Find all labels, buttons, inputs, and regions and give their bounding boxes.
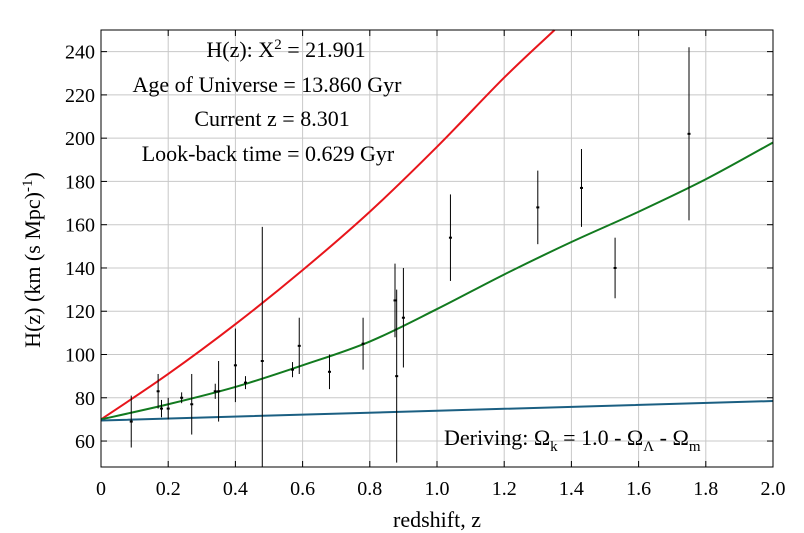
data-point: [260, 359, 264, 362]
x-axis-label: redshift, z: [393, 507, 481, 532]
data-point: [448, 236, 452, 239]
data-point: [159, 407, 163, 410]
x-tick-label: 0.6: [290, 478, 315, 500]
data-point: [156, 390, 160, 393]
x-tick-label: 1.6: [626, 478, 651, 500]
blue-model-curve: [100, 400, 774, 422]
data-point: [166, 407, 170, 410]
x-tick-label: 1.8: [693, 478, 718, 500]
x-tick-label: 0.8: [357, 478, 382, 500]
data-point: [243, 381, 247, 384]
x-tick-label: 1.2: [492, 478, 517, 500]
data-point: [233, 364, 237, 367]
lookback-annotation: Look-back time = 0.629 Gyr: [142, 141, 395, 166]
data-point: [361, 342, 365, 345]
data-point: [213, 390, 217, 393]
y-axis-label: H(z) (km (s Mpc)-1): [20, 172, 45, 348]
chi-square-annotation: H(z): X2 = 21.901: [206, 37, 365, 62]
age-annotation: Age of Universe = 13.860 Gyr: [132, 72, 402, 97]
deriving-annotation: Deriving: Ωk = 1.0 - ΩΛ - Ωm: [444, 425, 701, 455]
y-tick-label: 220: [65, 85, 95, 107]
data-point: [401, 316, 405, 319]
y-tick-label: 120: [65, 301, 95, 323]
data-point: [613, 266, 617, 269]
x-tick-label: 0: [96, 478, 106, 500]
red-model-curve: [100, 29, 556, 421]
y-tick-label: 80: [75, 388, 95, 410]
data-point: [579, 186, 583, 189]
data-point: [291, 368, 295, 371]
data-point: [393, 299, 397, 302]
data-point: [687, 132, 691, 135]
data-point: [190, 403, 194, 406]
observation-points: [129, 47, 691, 467]
y-tick-label: 100: [65, 345, 95, 367]
x-tick-label: 1.4: [559, 478, 584, 500]
y-tick-label: 160: [65, 215, 95, 237]
data-point: [395, 375, 399, 378]
x-tick-label: 0.4: [223, 478, 248, 500]
data-point: [217, 390, 221, 393]
y-tick-label: 140: [65, 258, 95, 280]
y-tick-label: 240: [65, 42, 95, 64]
x-tick-label: 0.2: [156, 478, 181, 500]
axis-ticks: 0 0.2 0.4 0.6 0.8 1.0 1.2 1.4 1.6 1.8 2.0 60 80 100 12…: [65, 30, 786, 500]
data-point: [297, 344, 301, 347]
data-point: [536, 206, 540, 209]
y-tick-label: 200: [65, 128, 95, 150]
x-tick-label: 1.0: [425, 478, 450, 500]
x-tick-label: 2.0: [761, 478, 786, 500]
y-tick-label: 180: [65, 171, 95, 193]
data-point: [327, 370, 331, 373]
current-z-annotation: Current z = 8.301: [194, 106, 349, 131]
data-point: [180, 396, 184, 399]
data-point: [129, 420, 133, 423]
y-tick-label: 60: [75, 431, 95, 453]
